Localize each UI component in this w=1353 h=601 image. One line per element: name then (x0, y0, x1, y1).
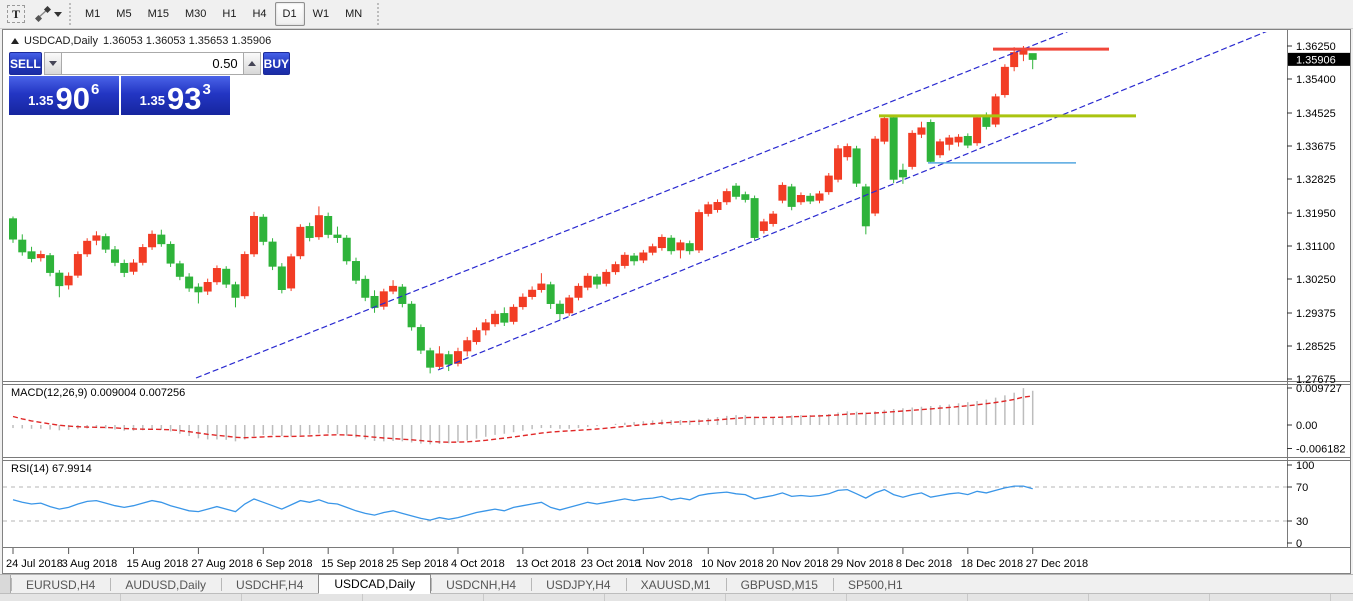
sell-price-pip: 6 (90, 81, 100, 98)
text-tool-icon[interactable]: T (5, 3, 27, 25)
svg-text:20 Nov 2018: 20 Nov 2018 (766, 558, 828, 570)
rsi-indicator-label: RSI(14) 67.9914 (11, 463, 92, 475)
svg-text:13 Oct 2018: 13 Oct 2018 (516, 558, 576, 570)
one-click-trade-panel: SELL BUY 1.35 90 6 1.35 93 3 (9, 52, 291, 116)
svg-text:0: 0 (1296, 538, 1302, 550)
chart-tab-usdcnh[interactable]: USDCNH,H4 (431, 575, 531, 594)
collapse-triangle-icon[interactable] (11, 38, 19, 44)
sell-price-prefix: 1.35 (28, 93, 54, 108)
svg-text:6 Sep 2018: 6 Sep 2018 (256, 558, 312, 570)
svg-text:1.29375: 1.29375 (1296, 308, 1336, 320)
timeframe-button-m5[interactable]: M5 (116, 8, 132, 20)
buy-price-pip: 3 (202, 81, 211, 98)
svg-text:70: 70 (1296, 482, 1308, 494)
svg-text:8 Dec 2018: 8 Dec 2018 (896, 558, 952, 570)
svg-text:10 Nov 2018: 10 Nov 2018 (701, 558, 763, 570)
timeframe-button-m1[interactable]: M1 (85, 8, 101, 20)
text-tool-glyph: T (7, 5, 25, 23)
tab-scroll-strip[interactable] (0, 575, 11, 594)
toolbar-grip (67, 3, 72, 25)
macd-indicator-label: MACD(12,26,9) 0.009004 0.007256 (11, 387, 186, 399)
window-bottom-strip (0, 593, 1353, 601)
svg-text:3 Aug 2018: 3 Aug 2018 (62, 558, 118, 570)
rsi-pane[interactable] (3, 485, 1287, 522)
current-price-tag: 1.35906 (1296, 54, 1336, 66)
svg-text:0.00: 0.00 (1296, 420, 1317, 432)
pane-borders (3, 30, 1350, 548)
svg-text:1.33675: 1.33675 (1296, 141, 1336, 153)
svg-text:15 Aug 2018: 15 Aug 2018 (127, 558, 189, 570)
svg-text:1.30250: 1.30250 (1296, 274, 1336, 286)
svg-text:23 Oct 2018: 23 Oct 2018 (581, 558, 641, 570)
svg-text:27 Dec 2018: 27 Dec 2018 (1026, 558, 1088, 570)
svg-text:30: 30 (1296, 516, 1308, 528)
buy-price-prefix: 1.35 (139, 93, 165, 108)
svg-text:1.31100: 1.31100 (1296, 241, 1335, 253)
svg-text:1.35400: 1.35400 (1296, 74, 1336, 86)
timeframe-button-m30[interactable]: M30 (184, 8, 207, 20)
svg-text:1.31950: 1.31950 (1296, 208, 1336, 220)
svg-text:25 Sep 2018: 25 Sep 2018 (386, 558, 448, 570)
svg-text:4 Oct 2018: 4 Oct 2018 (451, 558, 505, 570)
diamond-arrows-icon (35, 6, 51, 22)
timeframe-button-mn[interactable]: MN (345, 8, 363, 20)
svg-text:18 Dec 2018: 18 Dec 2018 (961, 558, 1023, 570)
buy-price-big: 93 (166, 81, 202, 116)
timeframe-button-m15[interactable]: M15 (147, 8, 169, 20)
macd-pane[interactable] (12, 388, 1034, 445)
chart-tab-usdjpy[interactable]: USDJPY,H4 (531, 575, 625, 594)
volume-input[interactable] (61, 53, 243, 74)
timeframe-button-h4[interactable]: H4 (252, 8, 267, 20)
volume-control (43, 52, 261, 75)
svg-text:1.34525: 1.34525 (1296, 108, 1336, 120)
buy-price-display[interactable]: 1.35 93 3 (120, 76, 230, 116)
timeframe-button-h1[interactable]: H1 (222, 8, 237, 20)
svg-text:27 Aug 2018: 27 Aug 2018 (191, 558, 253, 570)
timeframe-button-w1[interactable]: W1 (312, 8, 330, 20)
chart-tab-usdchf[interactable]: USDCHF,H4 (221, 575, 318, 594)
chart-tab-usdcad[interactable]: USDCAD,Daily (318, 574, 432, 594)
svg-text:100: 100 (1296, 460, 1314, 472)
chart-tab-xauusd[interactable]: XAUUSD,M1 (625, 575, 726, 594)
buy-button[interactable]: BUY (262, 52, 291, 75)
svg-text:1.28525: 1.28525 (1296, 341, 1336, 353)
price-pane[interactable] (9, 30, 1276, 379)
svg-text:1.27675: 1.27675 (1296, 374, 1336, 386)
chart-tabs-bar: EURUSD,H4 AUDUSD,Daily USDCHF,H4 USDCAD,Dai… (0, 574, 1353, 594)
timeframe-toolbar: M1 M5 M15 M30 H1 H4 D1 W1 MN (77, 2, 370, 26)
volume-decrease-button[interactable] (44, 53, 62, 74)
volume-increase-button[interactable] (242, 53, 260, 74)
chart-title: USDCAD,Daily 1.36053 1.36053 1.35653 1.3… (11, 35, 271, 47)
sell-price-display[interactable]: 1.35 90 6 (9, 76, 119, 115)
timeframe-button-d1[interactable]: D1 (274, 2, 305, 26)
chart-tab-sp500[interactable]: SP500,H1 (832, 575, 918, 594)
price-axis[interactable]: 1.36250 1.35400 1.34525 1.33675 1.32825 1.319… (1287, 41, 1350, 550)
svg-text:15 Sep 2018: 15 Sep 2018 (321, 558, 383, 570)
toolbar-grip-end (375, 3, 381, 25)
chart-tab-audusd[interactable]: AUDUSD,Daily (110, 575, 221, 594)
chart-tab-gbpusd[interactable]: GBPUSD,M15 (725, 575, 833, 594)
svg-text:1 Nov 2018: 1 Nov 2018 (636, 558, 692, 570)
up-arrow-icon (247, 61, 256, 66)
arrows-tool-button[interactable] (35, 3, 62, 25)
sell-button[interactable]: SELL (9, 52, 42, 75)
svg-text:29 Nov 2018: 29 Nov 2018 (831, 558, 893, 570)
svg-text:-0.006182: -0.006182 (1296, 444, 1346, 456)
chart-canvas[interactable]: 1.36250 1.35400 1.34525 1.33675 1.32825 1.319… (3, 30, 1350, 573)
top-toolbar: T M1 M5 M15 M30 H1 H4 D1 W1 MN (0, 0, 1353, 29)
chart-tab-eurusd[interactable]: EURUSD,H4 (11, 575, 110, 594)
dropdown-caret-icon[interactable] (54, 11, 62, 17)
svg-text:1.36250: 1.36250 (1296, 41, 1336, 53)
svg-text:1.32825: 1.32825 (1296, 174, 1336, 186)
chart-ohlc-values: 1.36053 1.36053 1.35653 1.35906 (102, 35, 272, 47)
sell-price-big: 90 (55, 81, 90, 116)
chart-symbol-label: USDCAD,Daily (24, 35, 98, 47)
svg-text:0.009727: 0.009727 (1296, 383, 1342, 395)
chart-window: 1.36250 1.35400 1.34525 1.33675 1.32825 1.319… (2, 29, 1351, 574)
down-arrow-icon (48, 61, 57, 66)
svg-text:24 Jul 2018: 24 Jul 2018 (6, 558, 63, 570)
